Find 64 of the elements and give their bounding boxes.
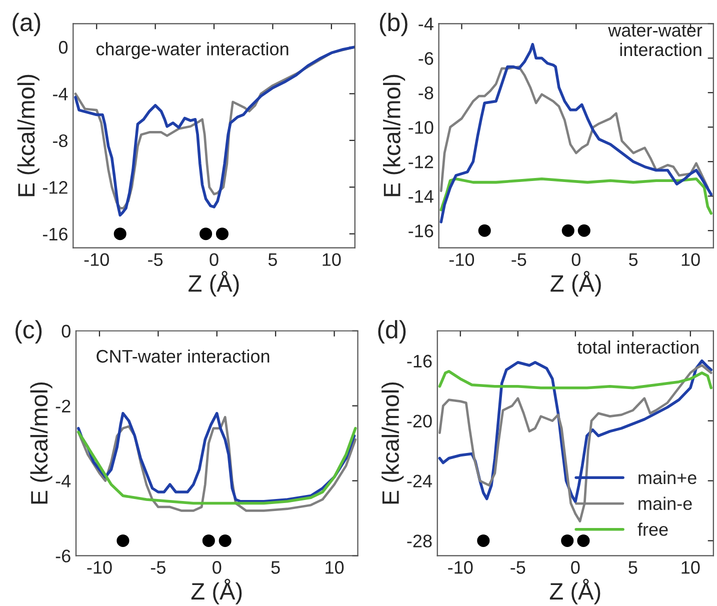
y-axis-title: E (kcal/mol) [382, 382, 404, 504]
y-axis-title: E (kcal/mol) [17, 74, 40, 196]
legend-label: free [638, 522, 668, 536]
y-tick-label: -10 [408, 121, 434, 134]
y-tick-label: -6 [418, 52, 434, 65]
y-tick-label: -6 [56, 550, 70, 562]
x-tick-label: -10 [449, 253, 474, 266]
line-series [440, 42, 713, 224]
y-tick-label: 0 [58, 40, 68, 54]
x-tick-label: -10 [87, 561, 112, 574]
x-tick-label: -5 [148, 253, 163, 266]
chart-title: (d) [378, 320, 406, 344]
x-axis-title: Z (Å) [550, 578, 600, 604]
x-tick-label: 10 [326, 561, 344, 574]
y-tick-label: -4 [53, 88, 68, 100]
y-tick-label: -8 [53, 134, 68, 148]
x-axis-title: Z (Å) [191, 578, 242, 604]
y-tick-label: -16 [408, 224, 434, 238]
annotation: water-water interaction [608, 24, 702, 56]
x-tick-label: 5 [628, 561, 638, 574]
x-tick-label: 0 [210, 253, 218, 266]
line-series [76, 426, 357, 505]
x-tick-label: -10 [84, 253, 109, 266]
x-tick-label: -5 [150, 561, 166, 574]
y-tick-label: -28 [407, 534, 432, 548]
y-tick-label: -4 [418, 18, 434, 30]
line-series [440, 177, 713, 215]
y-tick-label: -24 [407, 474, 432, 488]
legend-label: main-e [638, 496, 692, 510]
y-tick-label: -12 [42, 181, 68, 194]
x-axis-title: Z (Å) [550, 270, 601, 296]
x-tick-label: 10 [322, 253, 341, 266]
x-tick-label: 10 [682, 253, 700, 266]
chart-title: (c) [16, 320, 42, 344]
line-series [440, 66, 709, 192]
annotation: total interaction [577, 340, 698, 354]
x-tick-label: 0 [212, 561, 222, 574]
y-tick-label: -4 [56, 474, 71, 488]
chart-title: (a) [12, 12, 40, 36]
y-tick-label: 0 [62, 324, 70, 338]
x-tick-label: 0 [572, 253, 580, 266]
annotation: CNT-water interaction [96, 349, 270, 363]
legend-label: main+e [638, 470, 696, 484]
y-tick-label: -8 [418, 86, 434, 100]
x-tick-label: -5 [510, 561, 526, 574]
y-tick-label: -12 [408, 156, 434, 168]
y-tick-label: -20 [407, 414, 432, 428]
chart-title: (b) [380, 12, 408, 36]
x-tick-label: 5 [629, 253, 638, 266]
x-tick-label: 10 [682, 561, 700, 574]
y-tick-label: -16 [42, 228, 68, 241]
x-tick-label: 0 [571, 561, 580, 574]
y-axis-title: E (kcal/mol) [30, 382, 52, 504]
annotation: charge-water interaction [96, 42, 288, 59]
x-tick-label: -10 [448, 561, 473, 574]
y-tick-label: -14 [408, 190, 434, 203]
x-tick-label: -5 [512, 253, 526, 266]
line-series [438, 370, 713, 390]
x-tick-label: 5 [268, 253, 277, 266]
y-tick-label: -16 [407, 354, 432, 368]
y-tick-label: -2 [56, 400, 70, 412]
x-axis-title: Z (Å) [188, 270, 239, 296]
x-tick-label: 5 [271, 561, 280, 574]
y-axis-title: E (kcal/mol) [383, 74, 406, 196]
